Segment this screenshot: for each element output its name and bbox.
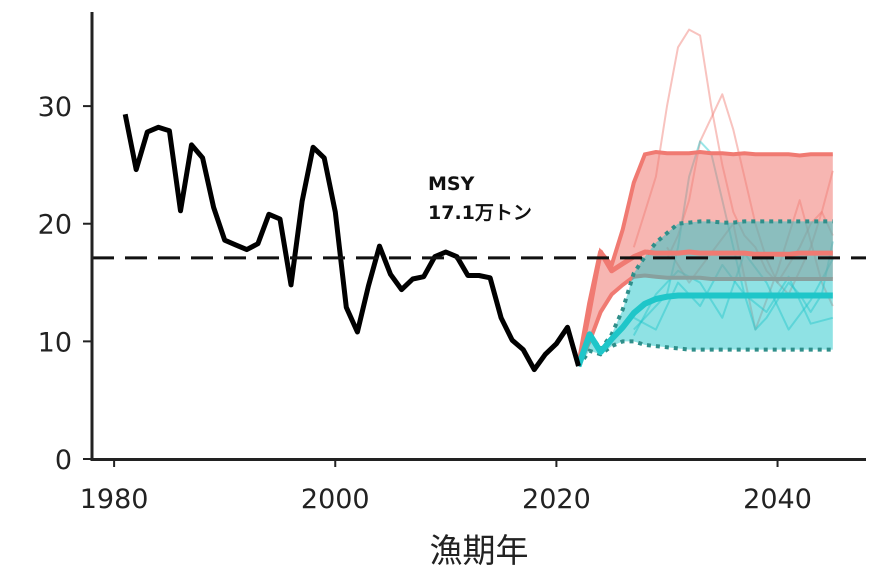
cyan-band-upper-edge	[576, 219, 833, 367]
x-ticks: 1980 2000 2020 2040	[80, 459, 812, 515]
msy-label: MSY	[428, 173, 475, 195]
y-tick-label: 20	[38, 210, 72, 241]
y-tick-label: 0	[55, 445, 72, 476]
y-tick-label: 30	[38, 92, 72, 123]
x-tick-label: 2020	[522, 484, 591, 515]
red-band-upper-edge	[576, 149, 833, 367]
y-ticks: 0 10 20 30	[38, 92, 92, 476]
observed-line	[122, 113, 581, 373]
axes	[90, 12, 866, 461]
cyan-median-line	[575, 292, 833, 368]
cyan-band-lower-edge	[576, 339, 833, 368]
red-median-line	[576, 249, 833, 367]
x-tick-label: 2000	[301, 484, 370, 515]
y-tick-label: 10	[38, 327, 72, 358]
x-axis-title: 漁期年	[430, 531, 529, 570]
x-tick-label: 2040	[743, 484, 812, 515]
series-lines	[122, 113, 833, 373]
msy-value-label: 17.1万トン	[428, 202, 532, 224]
x-tick-label: 1980	[80, 484, 149, 515]
